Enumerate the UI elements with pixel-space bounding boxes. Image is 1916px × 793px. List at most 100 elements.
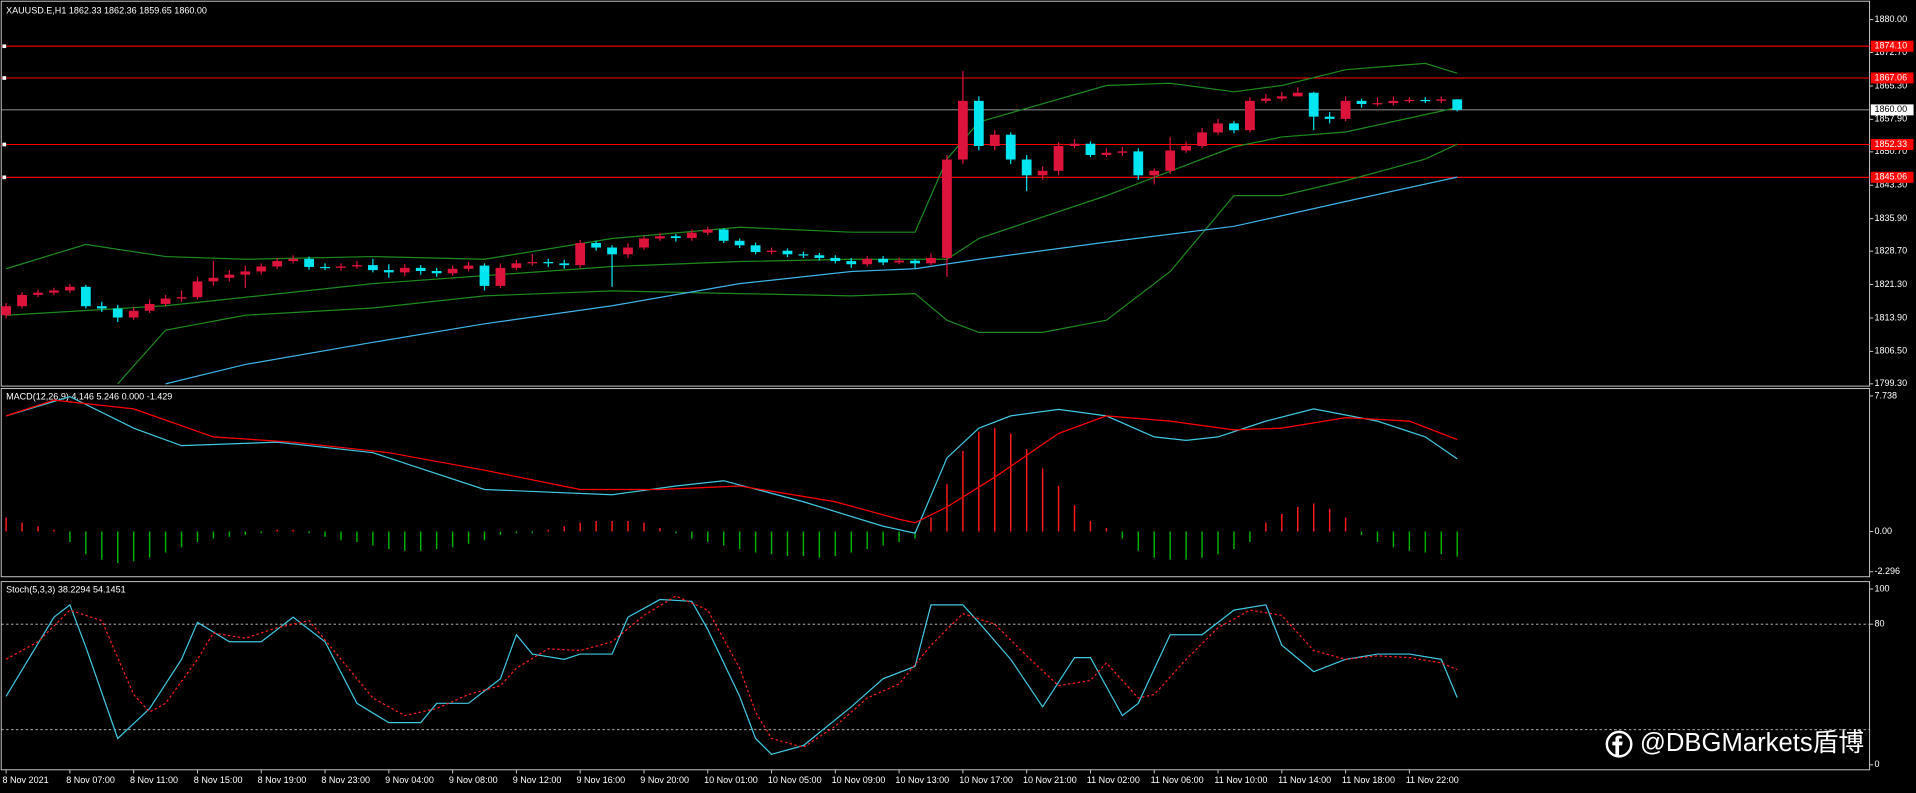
x-tick-label: 8 Nov 11:00 <box>130 775 178 785</box>
candle-body <box>479 265 490 286</box>
x-tick-label: 11 Nov 22:00 <box>1406 775 1459 785</box>
candle-body <box>830 257 841 262</box>
candle-body <box>1213 123 1223 133</box>
candle-body <box>750 245 761 253</box>
candle-body <box>1276 96 1287 99</box>
current-price-tag <box>1870 104 1914 116</box>
x-tick-label: 8 Nov 07:00 <box>66 775 115 785</box>
candle-body <box>128 310 139 318</box>
candle-body <box>1037 170 1048 176</box>
x-tick-label: 9 Nov 20:00 <box>640 775 689 785</box>
price-panel-frame <box>0 0 1871 387</box>
candle-body <box>463 265 474 269</box>
candle-body <box>718 229 729 241</box>
price-level-marker <box>2 142 7 147</box>
candle-body <box>1340 100 1351 119</box>
price-level-tag <box>1870 138 1914 150</box>
y-tick-label: 80 <box>1874 619 1884 629</box>
candle-body <box>798 254 809 256</box>
x-tick-label: 8 Nov 19:00 <box>258 775 307 785</box>
candle-body <box>814 255 825 258</box>
stoch-panel-title: Stoch(5,3,3) 38.2294 54.1451 <box>6 585 126 595</box>
candle-body <box>1197 132 1207 146</box>
y-tick-label: -2.296 <box>1874 566 1900 576</box>
indicator-line <box>6 107 1458 316</box>
x-tick-label: 10 Nov 21:00 <box>1023 775 1077 785</box>
x-tick-label: 9 Nov 12:00 <box>513 775 562 785</box>
candle-body <box>527 261 538 264</box>
candle-body <box>1165 150 1176 171</box>
y-tick-label: 1835.90 <box>1874 213 1907 223</box>
y-tick-label: 1865.30 <box>1874 80 1907 90</box>
candle-body <box>1324 116 1335 119</box>
watermark-logo-glyph <box>1612 735 1623 756</box>
indicator-line <box>165 176 1458 385</box>
candle-body <box>96 306 107 309</box>
x-tick-label: 9 Nov 08:00 <box>449 775 498 785</box>
price-level-label: 1845.06 <box>1874 172 1907 182</box>
y-tick-label: 0 <box>1874 759 1879 769</box>
x-tick-label: 9 Nov 16:00 <box>577 775 626 785</box>
candle-body <box>894 260 904 263</box>
candle-body <box>782 250 793 255</box>
candle-body <box>33 292 43 295</box>
candle-body <box>607 247 617 255</box>
watermark: @DBGMarkets盾博 <box>1605 728 1864 758</box>
candle-body <box>1260 98 1271 101</box>
candle-body <box>1053 145 1064 171</box>
candle-body <box>415 267 426 272</box>
x-tick-label: 10 Nov 13:00 <box>895 775 949 785</box>
watermark-logo <box>1605 730 1633 758</box>
candle-body <box>623 247 633 255</box>
candle-body <box>973 100 984 146</box>
candle-body <box>1404 99 1415 102</box>
indicator-line <box>5 595 1458 748</box>
candle-body <box>1436 99 1447 101</box>
x-tick-label: 11 Nov 06:00 <box>1151 775 1204 785</box>
x-tick-label: 10 Nov 01:00 <box>704 775 758 785</box>
candle-body <box>926 257 936 264</box>
candle-body <box>686 232 697 239</box>
candle-body <box>1085 143 1096 156</box>
current-price-label: 1860.00 <box>1874 104 1907 114</box>
x-tick-label: 10 Nov 05:00 <box>768 775 822 785</box>
candle-body <box>1005 134 1016 160</box>
candle-body <box>320 266 330 269</box>
indicator-line <box>5 598 1458 755</box>
x-tick-label: 9 Nov 04:00 <box>385 775 434 785</box>
x-tick-label: 11 Nov 10:00 <box>1214 775 1267 785</box>
y-tick-label: 1857.90 <box>1874 114 1907 124</box>
y-tick-label: 1880.00 <box>1874 14 1907 24</box>
x-tick-label: 8 Nov 2021 <box>2 775 48 785</box>
candle-body <box>224 274 235 278</box>
price-level-marker <box>2 76 7 80</box>
candle-body <box>1420 99 1431 102</box>
candle-body <box>208 277 219 282</box>
candle-body <box>336 266 346 268</box>
y-tick-label: 1872.70 <box>1874 47 1907 57</box>
x-tick-label: 10 Nov 09:00 <box>832 775 886 785</box>
price-level-tag <box>1870 171 1914 183</box>
candle-body <box>431 271 442 274</box>
candle-body <box>543 261 554 264</box>
candle-body <box>639 238 649 248</box>
x-tick-label: 11 Nov 18:00 <box>1342 775 1395 785</box>
candle-body <box>878 258 889 263</box>
candle-body <box>1308 92 1319 117</box>
y-tick-label: 7.738 <box>1874 390 1897 400</box>
candle-body <box>112 308 123 318</box>
candle-body <box>575 243 586 266</box>
candle-body <box>367 265 378 271</box>
candle-body <box>1229 123 1239 131</box>
candle-body <box>1388 100 1399 104</box>
candle-body <box>1149 170 1160 176</box>
candle-body <box>495 267 506 286</box>
candle-body <box>192 281 203 298</box>
candle-body <box>910 260 920 264</box>
x-tick-label: 10 Nov 17:00 <box>959 775 1013 785</box>
candle-body <box>1117 151 1128 153</box>
stoch-panel-frame <box>0 581 1871 771</box>
price-level-label: 1852.33 <box>1874 139 1907 149</box>
